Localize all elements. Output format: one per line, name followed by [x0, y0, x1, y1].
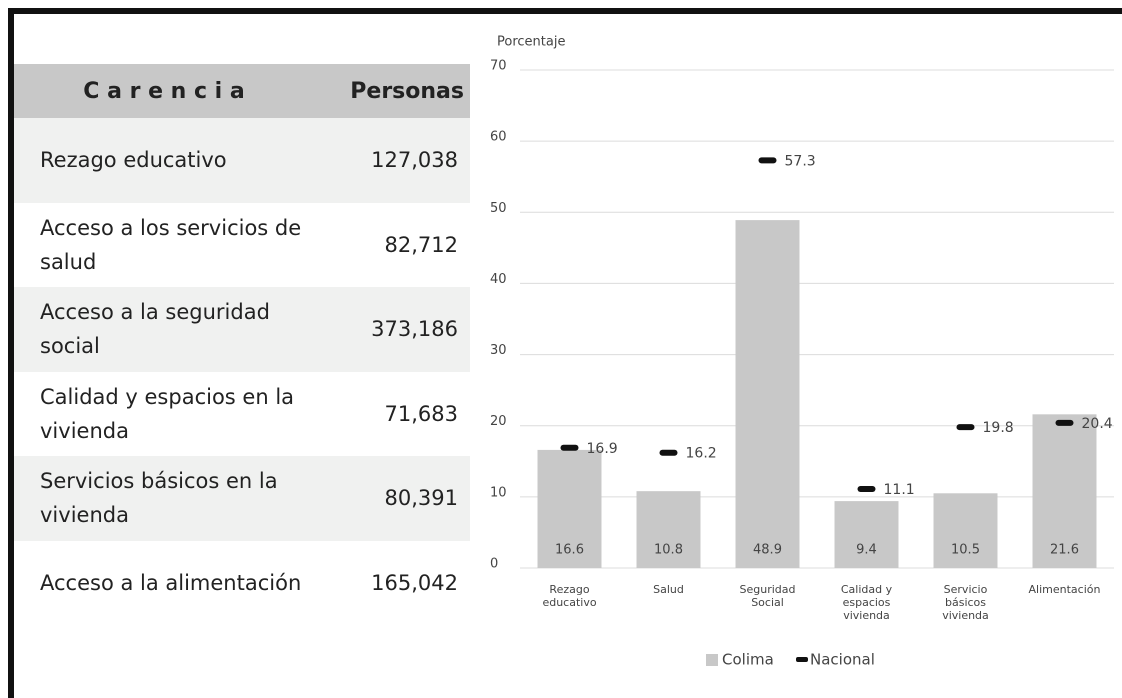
x-tick-label: Servicio	[944, 583, 988, 596]
table-cell: Rezago educativo	[40, 148, 227, 173]
x-tick-label: vivienda	[843, 609, 890, 622]
x-tick-label: vivienda	[942, 609, 989, 622]
legend-label: Colima	[722, 651, 774, 669]
y-tick-label: 30	[490, 343, 507, 358]
data-label: 10.5	[951, 543, 980, 558]
table-row: Acceso a la seguridad social 373,186	[14, 287, 470, 372]
marker	[560, 444, 579, 451]
y-tick-label: 10	[490, 485, 507, 500]
x-tick-label: Salud	[653, 583, 684, 596]
frame	[8, 8, 14, 698]
table-row: Rezago educativo 127,038	[14, 118, 470, 203]
table: C a r e n c i a Personas Rezago educativ…	[14, 64, 470, 625]
table-cell: 373,186	[371, 317, 458, 342]
marker	[956, 424, 975, 431]
table-row: Acceso a los servicios de salud 82,712	[14, 203, 470, 288]
frame	[8, 8, 1122, 14]
x-tick-label: educativo	[542, 596, 596, 609]
data-label: 57.3	[785, 153, 816, 169]
data-label: 16.6	[555, 543, 584, 558]
y-tick-label: 60	[490, 130, 507, 145]
data-label: 9.4	[856, 543, 877, 558]
data-label: 10.8	[654, 543, 683, 558]
table-cell: Acceso a los servicios de salud	[40, 215, 302, 274]
x-tick-label: Social	[751, 596, 784, 609]
bar	[537, 449, 602, 568]
table-row: Acceso a la alimentación 165,042	[14, 541, 470, 626]
data-label: 16.2	[686, 446, 717, 462]
x-tick-label: básicos	[945, 596, 986, 609]
bar	[933, 493, 998, 568]
y-tick-label: 70	[490, 59, 507, 74]
y-tick-label: 20	[490, 414, 507, 429]
header-cell: C a r e n c i a	[83, 78, 245, 104]
x-tick-label: Rezago	[549, 583, 589, 596]
bar	[834, 501, 899, 568]
data-label: 11.1	[884, 482, 915, 498]
table-cell: 165,042	[371, 570, 458, 595]
data-label: 20.4	[1082, 416, 1113, 432]
y-tick-label: 0	[490, 557, 498, 572]
bar	[636, 491, 701, 568]
table-cell: Acceso a la alimentación	[40, 570, 302, 595]
header-cell: Personas	[350, 78, 464, 104]
table-cell: 82,712	[384, 232, 458, 257]
data-label: 19.8	[983, 420, 1014, 436]
legend-swatch	[706, 654, 718, 666]
marker	[857, 486, 876, 493]
table-cell: Acceso a la seguridad social	[40, 300, 270, 359]
table-header: C a r e n c i a Personas	[14, 64, 470, 118]
y-tick-label: 40	[490, 272, 507, 287]
data-label: 48.9	[753, 543, 782, 558]
y-tick-label: 50	[490, 201, 507, 216]
x-tick-label: espacios	[843, 596, 891, 609]
legend-swatch	[796, 657, 808, 662]
x-tick-label: Seguridad	[740, 583, 796, 596]
table-row: Servicios básicos en la vivienda 80,391	[14, 456, 470, 541]
x-tick-label: Calidad y	[841, 583, 893, 596]
table-cell: 80,391	[384, 486, 458, 511]
table-cell: Servicios básicos en la vivienda	[40, 469, 278, 528]
table-cell: 71,683	[384, 401, 458, 426]
table-cell: 127,038	[371, 148, 458, 173]
table-cell: Calidad y espacios en la vivienda	[40, 384, 295, 443]
bar	[1032, 414, 1097, 568]
marker	[659, 449, 678, 456]
y-axis-label: Porcentaje	[497, 35, 565, 50]
table-row: Calidad y espacios en la vivienda 71,683	[14, 372, 470, 457]
bar	[735, 220, 800, 568]
legend-label: Nacional	[810, 651, 875, 669]
x-tick-label: Alimentación	[1029, 583, 1101, 596]
marker	[1055, 419, 1074, 426]
table-body: Rezago educativo 127,038 Acceso a los serv…	[14, 118, 470, 625]
data-label: 21.6	[1050, 543, 1079, 558]
marker	[758, 157, 777, 164]
data-label: 16.9	[587, 441, 618, 457]
